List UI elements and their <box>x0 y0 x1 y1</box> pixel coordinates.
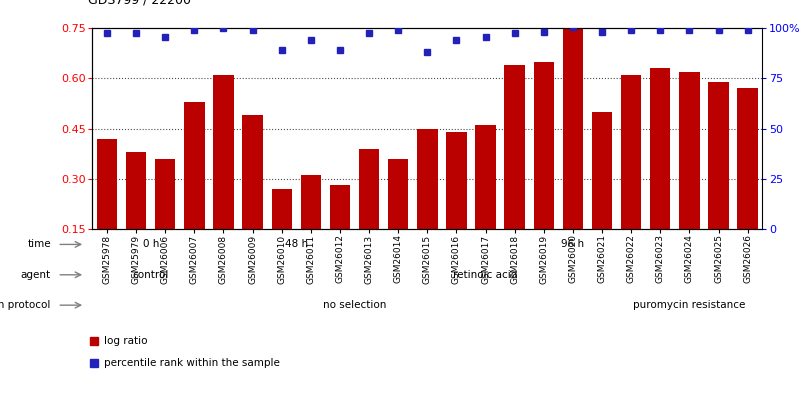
Bar <box>358 149 379 229</box>
Bar <box>562 25 582 229</box>
Text: no selection: no selection <box>323 300 385 310</box>
Bar <box>300 175 320 229</box>
Bar <box>243 115 263 229</box>
Bar <box>388 159 408 229</box>
Text: 0 h: 0 h <box>142 239 159 249</box>
Bar <box>620 75 641 229</box>
Text: 48 h: 48 h <box>284 239 308 249</box>
Bar <box>736 89 757 229</box>
Bar <box>475 125 495 229</box>
Bar <box>213 75 234 229</box>
Text: percentile rank within the sample: percentile rank within the sample <box>104 358 279 368</box>
Bar <box>503 65 524 229</box>
Bar <box>591 112 611 229</box>
Bar <box>533 62 553 229</box>
Text: control: control <box>132 270 169 280</box>
Bar <box>155 159 175 229</box>
Text: log ratio: log ratio <box>104 335 147 345</box>
Text: growth protocol: growth protocol <box>0 300 51 310</box>
Text: GDS799 / 22200: GDS799 / 22200 <box>88 0 191 6</box>
Bar <box>446 132 466 229</box>
Bar <box>271 189 291 229</box>
Text: puromycin resistance: puromycin resistance <box>633 300 744 310</box>
Text: time: time <box>27 239 51 249</box>
Bar <box>417 129 437 229</box>
Bar <box>96 139 117 229</box>
Bar <box>329 185 350 229</box>
Bar <box>650 68 670 229</box>
Text: 96 h: 96 h <box>560 239 584 249</box>
Bar <box>707 82 728 229</box>
Text: agent: agent <box>21 270 51 280</box>
Bar <box>184 102 204 229</box>
Bar <box>126 152 146 229</box>
Text: retinoic acid: retinoic acid <box>453 270 517 280</box>
Bar <box>679 72 699 229</box>
